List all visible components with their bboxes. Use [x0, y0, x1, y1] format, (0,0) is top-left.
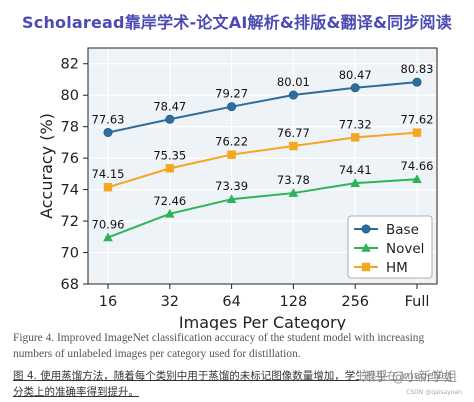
- x-tick-label: 16: [99, 294, 117, 310]
- figure-caption-translation: 图 4. 使用蒸馏方法，随着每个类别中用于蒸馏的未标记图像数量增加，学生模型在 …: [13, 370, 452, 398]
- data-point: [350, 178, 360, 187]
- data-point: [351, 133, 360, 142]
- data-label: 76.22: [215, 135, 248, 149]
- chart-legend: Base Novel HM: [347, 215, 433, 279]
- axes: 68 70 72 74 76 78 80 82 16 32 64 128 256 Full: [61, 47, 438, 310]
- y-tick-label: 80: [61, 88, 79, 104]
- y-tick-label: 76: [61, 151, 79, 167]
- watermark: 知乎 @小新学姐: [358, 366, 460, 385]
- data-point: [361, 243, 371, 252]
- data-label: 74.15: [92, 167, 125, 181]
- data-label: 78.47: [153, 99, 186, 113]
- x-tick-label: 64: [222, 294, 240, 310]
- data-point: [350, 83, 360, 93]
- legend-label: Base: [386, 222, 419, 238]
- watermark-small: CSDN @qaisayuan: [406, 389, 462, 396]
- data-label: 77.32: [339, 117, 372, 131]
- y-axis-label: Accuracy (%): [37, 113, 56, 219]
- data-label: 77.62: [401, 113, 434, 127]
- figure-caption: Figure 4. Improved ImageNet classificati…: [13, 332, 425, 360]
- accuracy-line-chart: 77.63 78.47 79.27 80.01 80.47 80.83 74.15 75.35…: [37, 47, 438, 330]
- y-tick-label: 74: [61, 183, 79, 199]
- y-tick-label: 72: [61, 214, 79, 230]
- data-label: 80.47: [339, 68, 372, 82]
- legend-label: Novel: [386, 241, 424, 257]
- data-point: [103, 127, 113, 137]
- banner-title: Scholaread靠岸学术-论文AI解析&排版&翻译&同步阅读: [22, 13, 452, 32]
- series-line-novel: [107, 178, 418, 239]
- x-tick-label: 32: [161, 294, 179, 310]
- y-tick-label: 70: [61, 246, 79, 262]
- data-label: 75.35: [153, 148, 186, 162]
- x-tick-label: 128: [280, 294, 308, 310]
- data-label: 80.83: [401, 62, 434, 76]
- x-tick-label: Full: [405, 294, 430, 310]
- data-label: 74.41: [339, 163, 372, 177]
- legend-label: HM: [386, 260, 408, 276]
- data-label: 80.01: [277, 75, 310, 89]
- y-tick-label: 82: [61, 57, 79, 73]
- data-label: 73.78: [277, 173, 310, 187]
- series-line-hm: [107, 131, 418, 189]
- data-point: [288, 90, 298, 100]
- data-point: [412, 174, 422, 184]
- data-point: [288, 188, 299, 197]
- y-tick-label: 78: [61, 120, 79, 136]
- data-label: 76.77: [277, 126, 310, 140]
- data-label: 70.96: [92, 217, 125, 231]
- data-point: [361, 224, 371, 234]
- x-tick-label: 256: [341, 294, 369, 310]
- data-point: [165, 208, 175, 218]
- data-label: 72.46: [153, 194, 186, 208]
- data-point: [361, 262, 371, 272]
- data-point: [412, 128, 422, 137]
- data-point: [103, 232, 113, 242]
- data-point: [227, 150, 236, 159]
- data-point: [412, 77, 422, 87]
- data-point: [226, 194, 237, 203]
- data-label: 74.66: [401, 159, 434, 173]
- series-line-base: [107, 81, 418, 134]
- data-label: 77.63: [92, 112, 125, 126]
- data-label: 79.27: [215, 87, 248, 101]
- data-label: 73.39: [215, 179, 248, 193]
- data-point: [165, 164, 174, 173]
- y-tick-label: 68: [61, 277, 79, 293]
- series-lines: 77.63 78.47 79.27 80.01 80.47 80.83 74.15 75.35…: [92, 62, 434, 242]
- data-point: [289, 141, 298, 151]
- data-point: [165, 114, 175, 124]
- x-axis-label: Images Per Category: [179, 313, 346, 330]
- data-point: [103, 183, 113, 192]
- plot-frame: [87, 47, 438, 285]
- data-point: [227, 102, 237, 112]
